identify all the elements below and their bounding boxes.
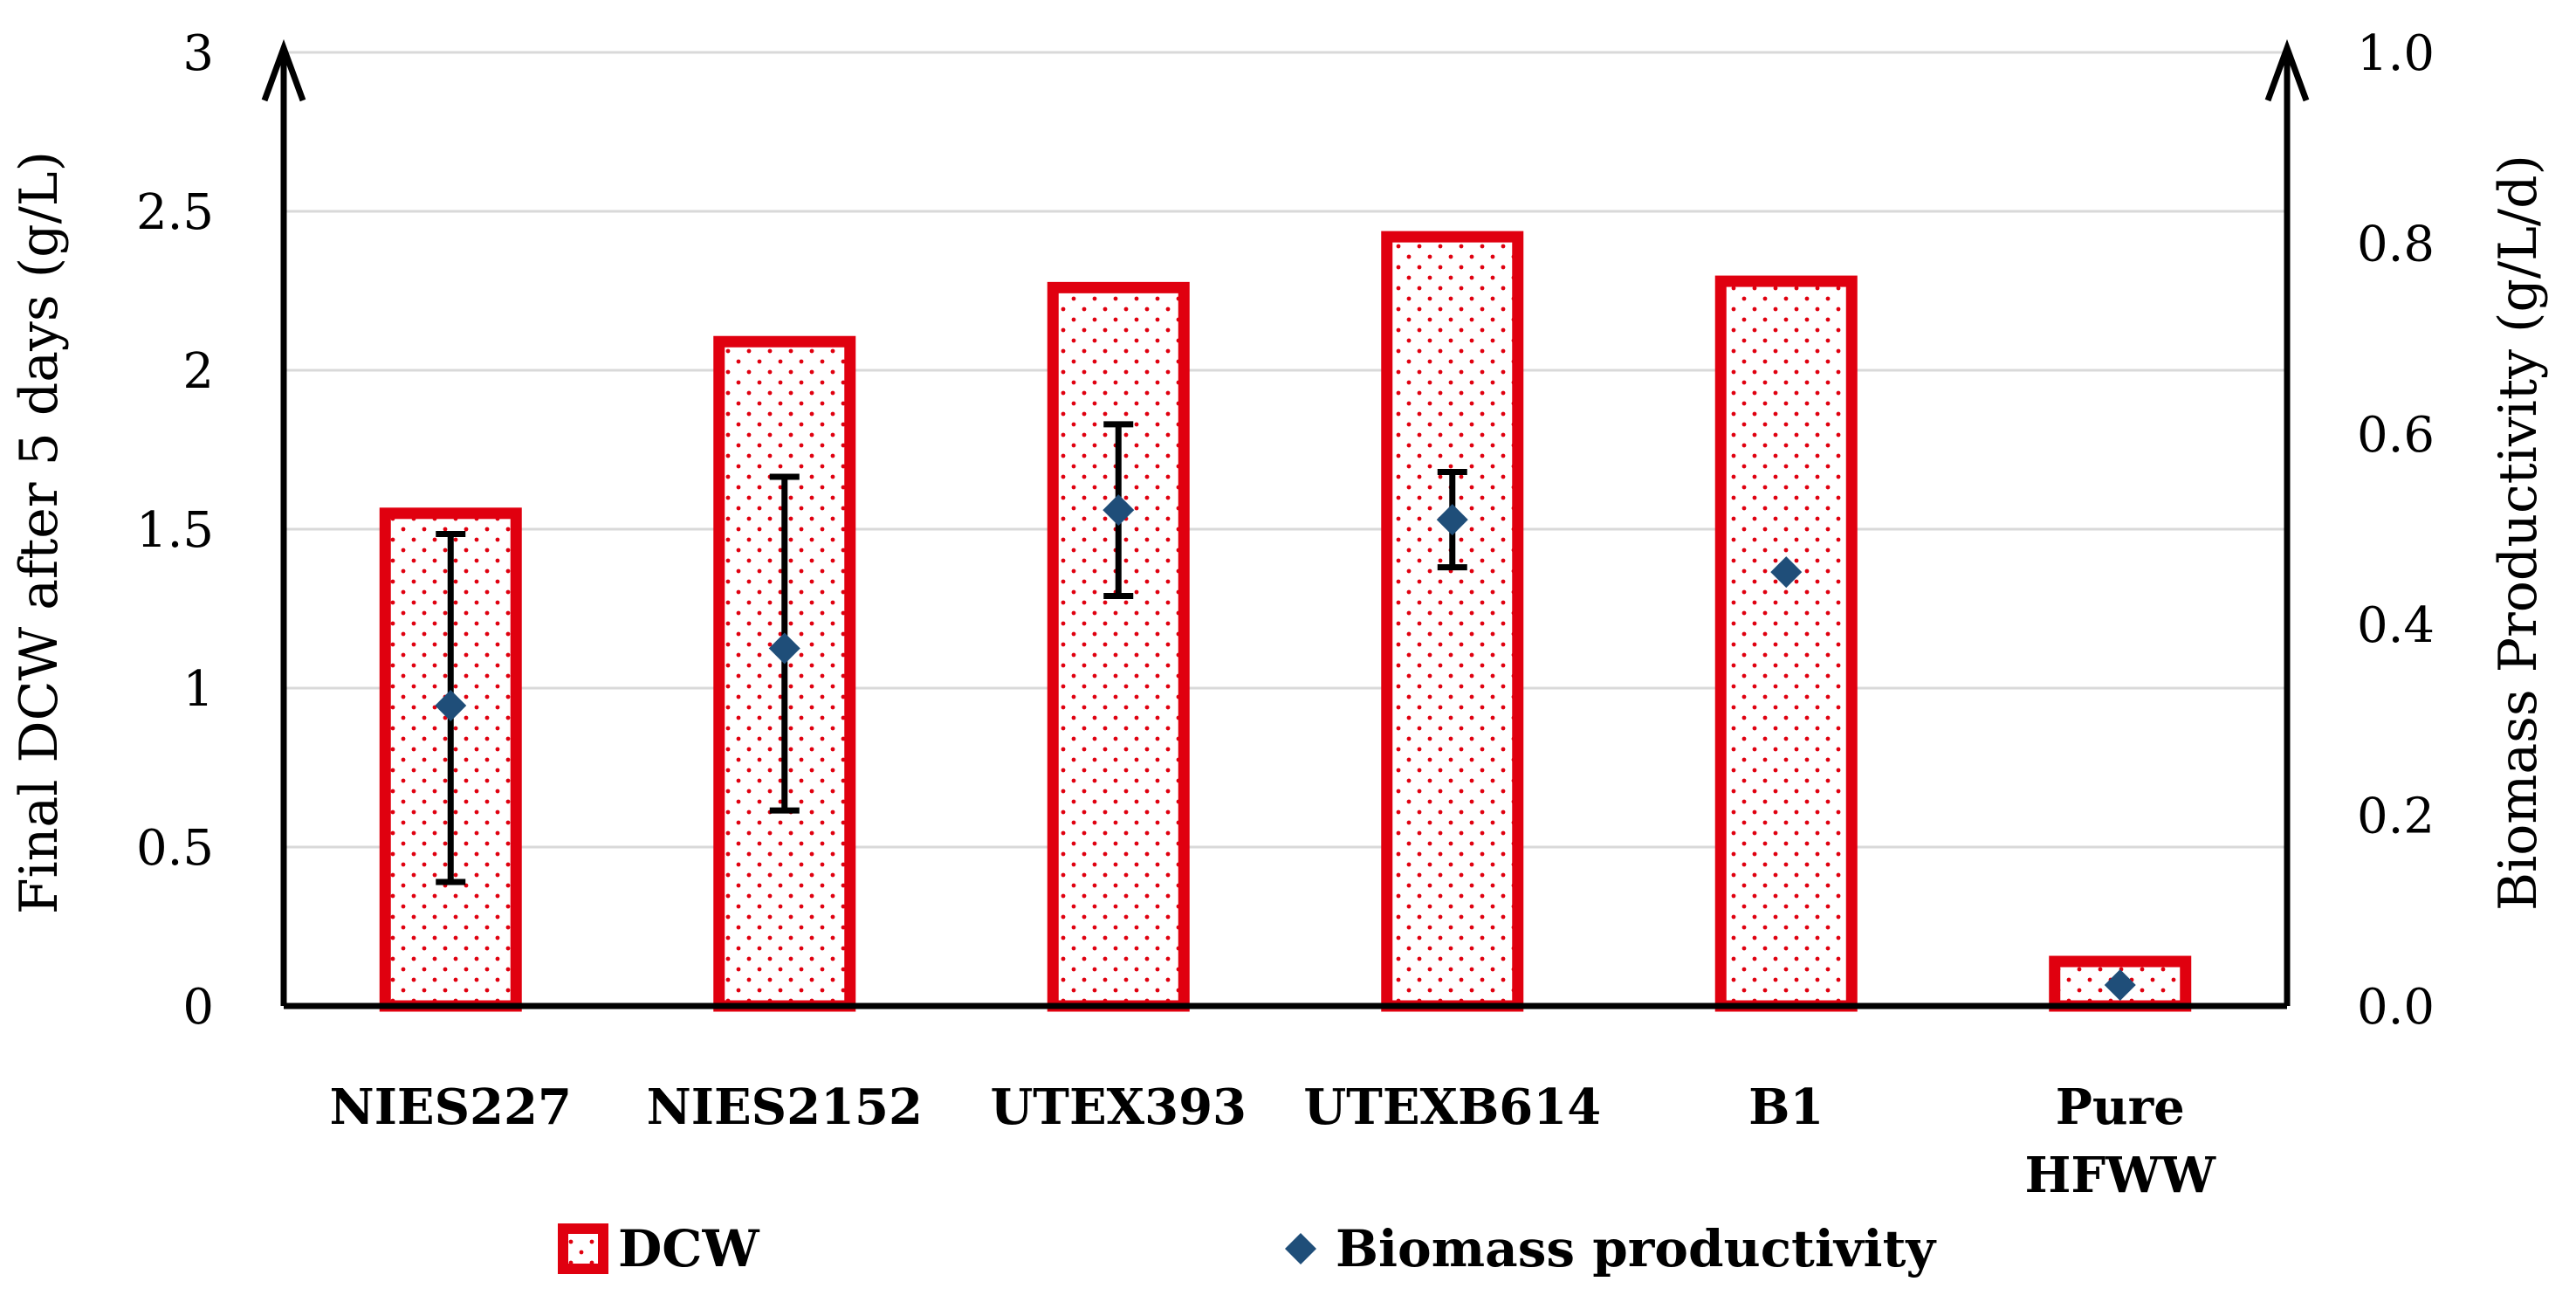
category-labels: NIES227 NIES2152 UTEX393 UTEXB614 B1 Pure HFWW (330, 1078, 2217, 1204)
productivity-marker (1103, 494, 1135, 527)
x-category-label: UTEXB614 (1303, 1078, 1601, 1136)
productivity-marker (1436, 504, 1468, 536)
x-category-label: HFWW (2025, 1147, 2217, 1204)
y2-tick-label: 0.6 (2357, 407, 2435, 464)
y-tick-label: 3 (182, 25, 214, 82)
legend-biomass-label: Biomass productivity (1336, 1219, 1937, 1278)
y2-tick-label: 0.0 (2357, 979, 2435, 1036)
productivity-marker (2104, 968, 2136, 1001)
productivity-marker (1770, 556, 1803, 589)
x-category-label: UTEX393 (990, 1078, 1247, 1136)
legend: DCW Biomass productivity (558, 1219, 1937, 1278)
y-tick-label: 1 (182, 661, 214, 718)
y2-axis-title: Biomass Productivity (g/L/d) (2488, 155, 2549, 911)
legend-biomass-marker (1285, 1233, 1316, 1264)
x-category-label: NIES227 (330, 1078, 572, 1136)
y-tick-label: 1.5 (136, 502, 214, 559)
y-tick-label: 0 (182, 979, 214, 1036)
legend-dcw-label: DCW (618, 1219, 759, 1278)
error-bars (436, 421, 1467, 885)
y-tick-label: 2.5 (136, 184, 214, 241)
productivity-marker (435, 690, 467, 722)
x-category-label: B1 (1748, 1078, 1824, 1136)
y-tick-label: 2 (182, 343, 214, 400)
y-axis-arrow (261, 38, 306, 102)
x-category-label: Pure (2056, 1078, 2185, 1136)
y2-axis-arrow (2264, 38, 2310, 102)
y2-tick-label: 1.0 (2357, 25, 2435, 82)
x-category-label: NIES2152 (647, 1078, 923, 1136)
y2-tick-label: 0.8 (2357, 216, 2435, 272)
dcw-bar (1047, 281, 1190, 1012)
productivity-marker (768, 632, 800, 665)
y-tick-label: 0.5 (136, 820, 214, 877)
y-axis-title: Final DCW after 5 days (g/L) (9, 151, 70, 914)
y2-tick-label: 0.2 (2357, 789, 2435, 845)
legend-dcw-swatch (558, 1223, 608, 1274)
bars (379, 231, 2192, 1012)
grid-lines (284, 51, 2287, 849)
y2-tick-label: 0.4 (2357, 597, 2435, 654)
tick-labels: 0 0.5 1 1.5 2 2.5 3 0.0 0.2 0.4 0.6 0.8 1.0 (136, 25, 2435, 1036)
axes (261, 38, 2310, 1009)
dcw-bar (1381, 231, 1524, 1012)
dcw-bar (1714, 275, 1858, 1012)
markers (435, 494, 2136, 1001)
